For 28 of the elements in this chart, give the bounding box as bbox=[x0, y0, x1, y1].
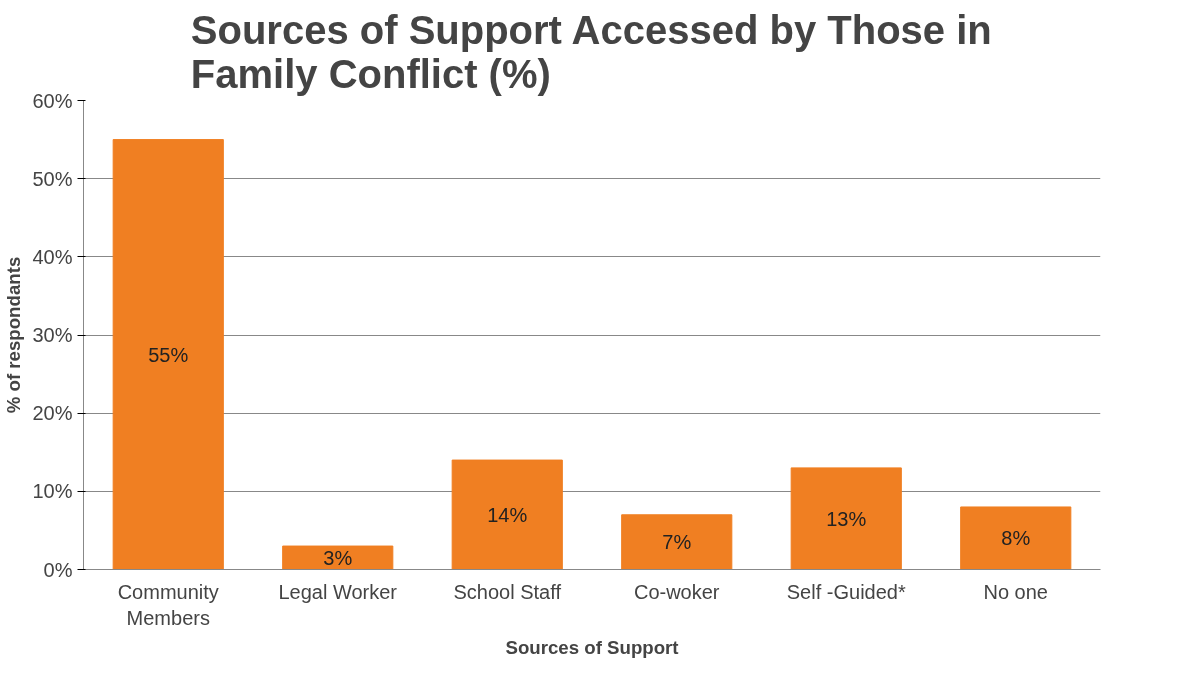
bar bbox=[451, 459, 563, 570]
bar bbox=[112, 139, 224, 570]
chart-title: Sources of Support Accessed by Those in Family Conflict (%) bbox=[190, 7, 992, 96]
y-tick-label: 60% bbox=[32, 89, 73, 112]
y-tick-label: 10% bbox=[32, 480, 73, 503]
x-tick-label: Self -Guided* bbox=[786, 580, 906, 603]
y-axis-title: % of respondants bbox=[3, 256, 25, 414]
x-tick-label: Community Members bbox=[117, 580, 219, 629]
x-tick-label: School Staff bbox=[453, 580, 562, 603]
x-axis-title: Sources of Support bbox=[505, 636, 679, 658]
bar bbox=[282, 545, 394, 570]
data-label: 8% bbox=[1001, 527, 1031, 550]
data-label: 55% bbox=[148, 343, 189, 366]
bar bbox=[621, 514, 733, 570]
bar bbox=[960, 506, 1072, 570]
data-label: 13% bbox=[826, 507, 867, 530]
x-tick-label: Legal Worker bbox=[278, 580, 398, 603]
data-label: 3% bbox=[323, 546, 353, 569]
data-label: 7% bbox=[662, 531, 692, 554]
y-tick-label: 0% bbox=[43, 558, 73, 581]
y-tick-label: 30% bbox=[32, 324, 73, 346]
y-tick-label: 40% bbox=[32, 245, 73, 268]
x-tick-label: Co-woker bbox=[633, 580, 720, 603]
bar bbox=[790, 467, 902, 570]
y-tick-label: 50% bbox=[32, 167, 73, 190]
data-label: 14% bbox=[487, 503, 528, 526]
x-tick-label: No one bbox=[983, 580, 1048, 603]
y-tick-label: 20% bbox=[32, 402, 73, 425]
